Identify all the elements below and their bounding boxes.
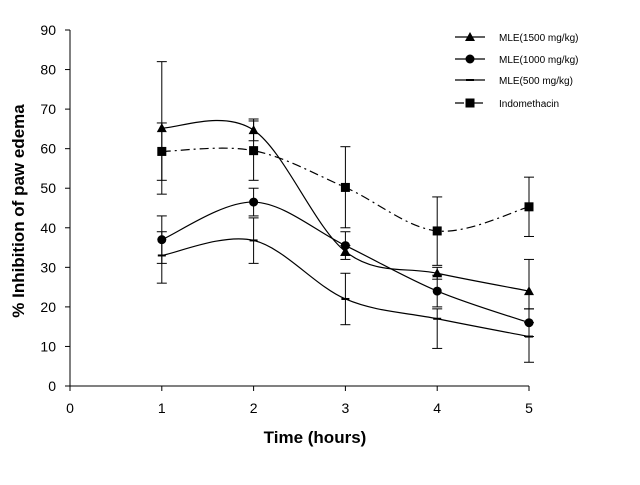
data-point [340,241,350,251]
y-tick-label: 30 [40,259,56,275]
y-tick-label: 70 [40,101,56,117]
y-tick-label: 10 [40,338,56,354]
x-axis-title: Time (hours) [264,428,367,447]
series-3 [156,120,534,266]
y-tick-label: 0 [48,378,56,394]
x-tick-label: 5 [525,400,533,416]
legend-item: MLE(1000 mg/kg) [455,54,578,66]
legend-label: Indomethacin [499,99,559,110]
x-tick-label: 2 [250,400,258,416]
x-tick-label: 1 [158,400,166,416]
y-tick-label: 80 [40,62,56,78]
x-tick-label: 0 [66,400,74,416]
legend-label: MLE(500 mg/kg) [499,76,573,87]
y-tick-label: 20 [40,299,56,315]
series-2 [156,217,534,363]
x-tick-label: 3 [342,400,350,416]
y-tick-label: 90 [40,22,56,38]
data-point [249,146,259,156]
data-point [432,286,442,296]
legend-item: Indomethacin [455,98,559,110]
y-tick-label: 60 [40,141,56,157]
data-point [340,182,350,192]
legend-item: MLE(1500 mg/kg) [455,32,578,44]
legend: MLE(1500 mg/kg) MLE(1000 mg/kg) MLE(500 mg… [455,32,578,110]
y-axis-title: % Inhibition of paw edema [9,104,28,318]
data-point [249,197,259,207]
y-tick-label: 50 [40,180,56,196]
legend-label: MLE(1500 mg/kg) [499,33,578,44]
data-point [157,146,167,156]
legend-marker [465,98,475,108]
legend-item: MLE(500 mg/kg) [455,76,573,87]
y-tick-label: 40 [40,220,56,236]
legend-label: MLE(1000 mg/kg) [499,55,578,66]
legend-marker [465,54,475,64]
series-layer [156,61,534,363]
data-point [524,286,534,296]
data-point [524,202,534,212]
legend-marker [465,32,475,41]
data-point [432,226,442,236]
x-tick-label: 4 [433,400,441,416]
